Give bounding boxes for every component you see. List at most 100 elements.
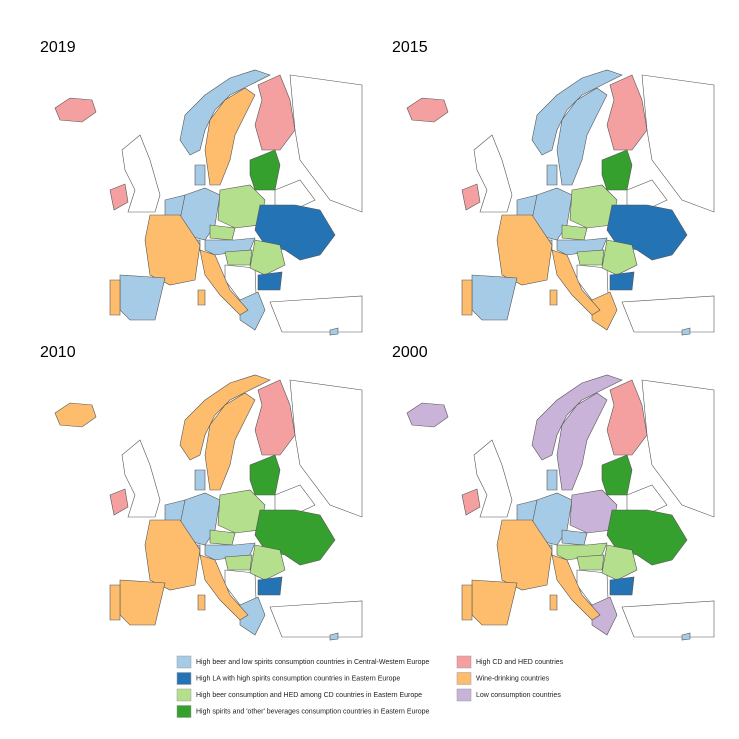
ireland: [109, 488, 129, 516]
denmark: [194, 164, 206, 186]
bulgaria: [257, 271, 283, 291]
france: [144, 519, 201, 591]
spain: [471, 274, 518, 321]
sweden: [556, 87, 608, 186]
panel-title: 2010: [40, 344, 76, 361]
czechia: [561, 224, 588, 241]
czechia: [561, 529, 588, 546]
baltics: [249, 149, 281, 191]
belarus: [274, 484, 316, 514]
legend-label: High LA with high spirits consumption co…: [196, 675, 400, 682]
france: [496, 519, 553, 591]
bulgaria: [609, 271, 635, 291]
bulgaria: [257, 576, 283, 596]
legend-swatch: [176, 705, 192, 718]
finland: [254, 74, 296, 151]
map-panel: 2015: [392, 39, 715, 336]
baltics: [249, 454, 281, 496]
legend-swatch: [176, 672, 192, 685]
romania: [601, 239, 638, 276]
spain: [471, 579, 518, 626]
cyprus: [681, 632, 691, 641]
turkey: [621, 295, 715, 333]
hungary: [576, 554, 605, 571]
turkey: [269, 295, 363, 333]
france: [144, 214, 201, 286]
finland: [606, 74, 648, 151]
legend-label: Low consumption countries: [476, 692, 561, 699]
legend-swatch: [176, 655, 192, 669]
sweden: [204, 392, 256, 491]
turkey: [269, 600, 363, 638]
uk: [473, 439, 513, 518]
baltics: [601, 454, 633, 496]
sweden: [556, 392, 608, 491]
iceland: [54, 97, 97, 123]
france: [496, 214, 553, 286]
legend-label: High spirits and 'other' beverages consu…: [196, 708, 430, 715]
panel-title: 2019: [40, 39, 76, 56]
panel-title: 2000: [392, 344, 428, 361]
ireland: [461, 183, 481, 211]
legend-swatch: [456, 688, 472, 702]
spain: [119, 579, 166, 626]
legend-swatch: [456, 655, 472, 669]
uk: [473, 134, 513, 213]
hungary: [224, 554, 253, 571]
italy: [551, 554, 601, 621]
hungary: [576, 249, 605, 266]
iceland: [406, 402, 449, 428]
cyprus: [329, 632, 339, 641]
norway: [531, 374, 623, 461]
legend-label: Wine-drinking countries: [476, 675, 550, 682]
norway: [531, 69, 623, 156]
sweden: [204, 87, 256, 186]
sardinia: [197, 594, 206, 611]
portugal: [109, 279, 121, 316]
romania: [249, 239, 286, 276]
italy: [199, 249, 249, 316]
spain: [119, 274, 166, 321]
legend-label: High beer and low spirits consumption co…: [196, 659, 429, 666]
denmark: [546, 164, 558, 186]
baltics: [601, 149, 633, 191]
sardinia: [549, 594, 558, 611]
map-panel: 2010: [40, 344, 363, 641]
finland: [606, 379, 648, 456]
greece: [591, 291, 618, 331]
legend-label: High beer consumption and HED among CD c…: [196, 692, 422, 699]
greece: [591, 596, 618, 636]
belarus: [626, 179, 668, 209]
sardinia: [549, 289, 558, 306]
norway: [179, 69, 271, 156]
portugal: [109, 584, 121, 621]
greece: [239, 596, 266, 636]
iceland: [406, 97, 449, 123]
legend-label: High CD and HED countries: [476, 659, 564, 666]
uk: [121, 439, 161, 518]
sardinia: [197, 289, 206, 306]
romania: [249, 544, 286, 581]
portugal: [461, 584, 473, 621]
turkey: [621, 600, 715, 638]
denmark: [194, 469, 206, 491]
ireland: [461, 488, 481, 516]
denmark: [546, 469, 558, 491]
cyprus: [329, 327, 339, 336]
map-panel: 2000: [392, 344, 715, 641]
ireland: [109, 183, 129, 211]
legend-swatch: [456, 672, 472, 685]
uk: [121, 134, 161, 213]
czechia: [209, 529, 236, 546]
portugal: [461, 279, 473, 316]
belarus: [274, 179, 316, 209]
greece: [239, 291, 266, 331]
map-panel: 2019: [40, 39, 363, 336]
czechia: [209, 224, 236, 241]
italy: [199, 554, 249, 621]
iceland: [54, 402, 97, 428]
belarus: [626, 484, 668, 514]
romania: [601, 544, 638, 581]
